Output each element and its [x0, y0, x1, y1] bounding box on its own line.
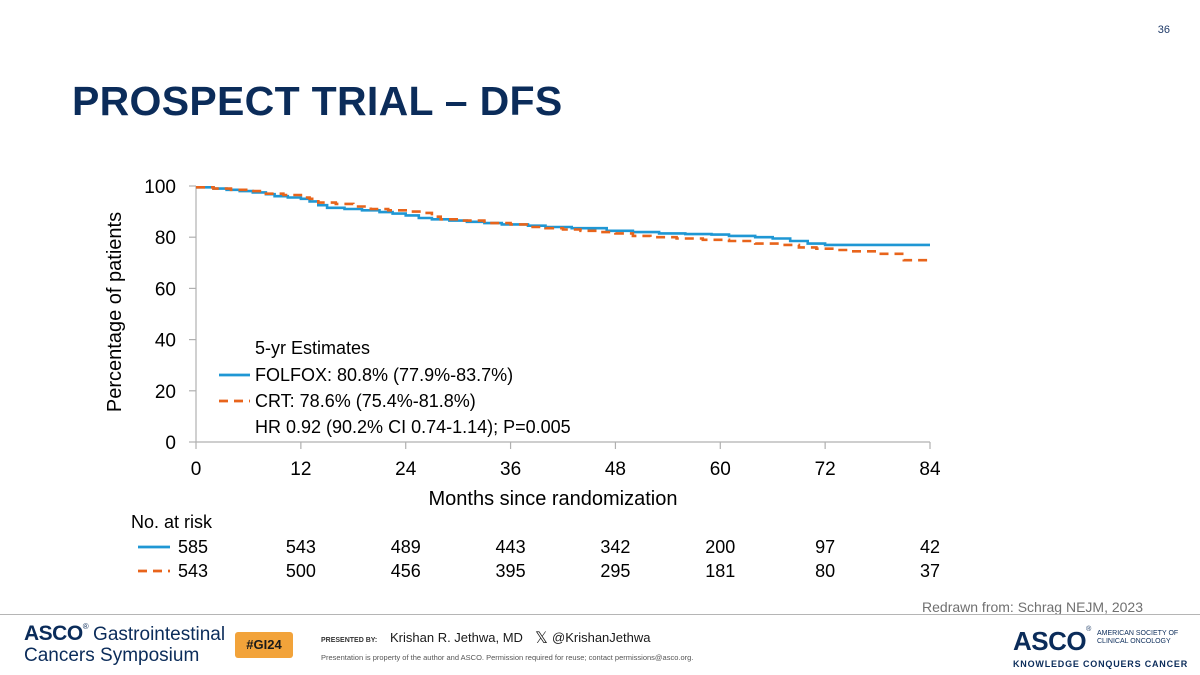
- x-logo-icon: 𝕏: [535, 630, 548, 647]
- registered-mark: ®: [82, 622, 89, 631]
- risk-value-folfox-84: 42: [920, 537, 940, 557]
- x-tick-label-12: 12: [290, 459, 311, 480]
- x-tick-label-60: 60: [710, 459, 731, 480]
- legend-entry-crt: CRT: 78.6% (75.4%-81.8%): [255, 391, 476, 411]
- y-axis-title: Percentage of patients: [104, 212, 126, 412]
- footer-divider: [0, 614, 1200, 615]
- presented-by-label: PRESENTED BY:: [321, 637, 378, 644]
- asco-wordmark: ASCO: [24, 622, 83, 645]
- disclaimer: Presentation is property of the author a…: [321, 653, 694, 662]
- x-tick-label-0: 0: [191, 459, 202, 480]
- risk-value-folfox-48: 342: [600, 537, 630, 557]
- risk-value-folfox-12: 543: [286, 537, 316, 557]
- risk-value-crt-48: 295: [600, 561, 630, 581]
- y-tick-label-20: 20: [155, 382, 176, 403]
- society-name: AMERICAN SOCIETY OF CLINICAL ONCOLOGY: [1097, 630, 1187, 646]
- y-tick-label-0: 0: [165, 433, 176, 454]
- risk-value-folfox-24: 489: [391, 537, 421, 557]
- asco-logo-wordmark: ASCO: [1013, 626, 1087, 656]
- asco-logo: ASCO® AMERICAN SOCIETY OF CLINICAL ONCOL…: [1013, 626, 1188, 669]
- legend-entry-folfox: FOLFOX: 80.8% (77.9%-83.7%): [255, 365, 513, 385]
- x-tick-label-72: 72: [815, 459, 836, 480]
- risk-value-folfox-0: 585: [178, 537, 208, 557]
- risk-value-crt-72: 80: [815, 561, 835, 581]
- x-tick-label-36: 36: [500, 459, 521, 480]
- y-tick-label-40: 40: [155, 331, 176, 352]
- citation: Redrawn from: Schrag NEJM, 2023: [922, 599, 1143, 615]
- legend-hr-note: HR 0.92 (90.2% CI 0.74-1.14); P=0.005: [255, 417, 571, 437]
- risk-value-folfox-36: 443: [496, 537, 526, 557]
- risk-value-folfox-72: 97: [815, 537, 835, 557]
- risk-table-label: No. at risk: [131, 512, 213, 532]
- presenter-name: Krishan R. Jethwa, MD: [390, 630, 523, 645]
- km-chart: 0 20 40 60 80 100 0 12 24 36 48 60 72 84 Months since …: [104, 177, 941, 581]
- x-tick-label-84: 84: [919, 459, 941, 480]
- x-axis-title: Months since randomization: [428, 488, 677, 510]
- x-tick-label-48: 48: [605, 459, 626, 480]
- symposium-logo: ASCO® Gastrointestinal Cancers Symposium: [24, 622, 226, 666]
- series-line-crt: [196, 186, 930, 262]
- y-tick-label-60: 60: [155, 279, 176, 300]
- symposium-line1: Gastrointestinal: [93, 624, 226, 645]
- y-tick-label-100: 100: [144, 177, 176, 198]
- risk-value-crt-60: 181: [705, 561, 735, 581]
- slide-title: PROSPECT TRIAL – DFS: [72, 78, 563, 124]
- risk-value-crt-12: 500: [286, 561, 316, 581]
- x-tick-label-24: 24: [395, 459, 417, 480]
- risk-value-folfox-60: 200: [705, 537, 735, 557]
- y-tick-label-80: 80: [155, 228, 176, 249]
- risk-value-crt-24: 456: [391, 561, 421, 581]
- risk-value-crt-84: 37: [920, 561, 940, 581]
- series-line-folfox: [196, 186, 930, 247]
- symposium-line2: Cancers Symposium: [24, 645, 200, 666]
- legend-heading: 5-yr Estimates: [255, 338, 370, 358]
- slide-number: 36: [1157, 24, 1170, 36]
- registered-mark-2: ®: [1086, 626, 1092, 633]
- hashtag-badge: #GI24: [235, 632, 293, 658]
- society-line2: CLINICAL ONCOLOGY: [1097, 638, 1171, 646]
- asco-tagline: KNOWLEDGE CONQUERS CANCER: [1013, 659, 1189, 669]
- risk-value-crt-36: 395: [496, 561, 526, 581]
- society-line1: AMERICAN SOCIETY OF: [1097, 630, 1179, 637]
- social-handle: @KrishanJethwa: [552, 630, 651, 645]
- risk-value-crt-0: 543: [178, 561, 208, 581]
